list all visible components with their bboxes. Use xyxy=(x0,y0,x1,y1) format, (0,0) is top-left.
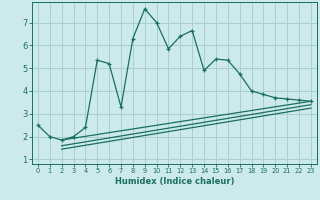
X-axis label: Humidex (Indice chaleur): Humidex (Indice chaleur) xyxy=(115,177,234,186)
